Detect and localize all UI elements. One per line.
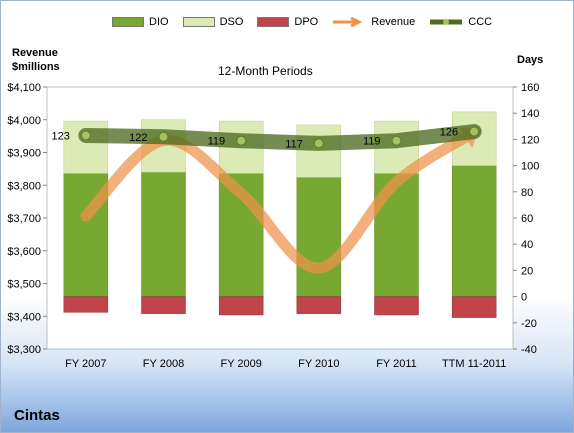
left-axis-tick-label: $3,700 xyxy=(7,213,41,225)
ccc-point xyxy=(391,135,402,146)
ccc-point xyxy=(236,135,247,146)
x-axis-tick-label: TTM 11-2011 xyxy=(442,358,506,370)
right-axis-tick-label: 80 xyxy=(521,187,533,199)
legend: DIO DSO DPO Revenue CCC xyxy=(112,16,492,28)
x-axis-tick-label: FY 2009 xyxy=(220,358,261,370)
left-axis-tick-label: $3,900 xyxy=(7,148,41,160)
bar-dpo xyxy=(218,296,264,316)
x-axis-tick-label: FY 2008 xyxy=(143,358,184,370)
left-axis-tick-label: $3,800 xyxy=(7,180,41,192)
legend-item-dso: DSO xyxy=(182,16,244,28)
bar-dpo xyxy=(296,296,342,314)
right-axis-tick-label: 40 xyxy=(521,239,533,251)
legend-swatch-revenue xyxy=(333,17,363,27)
right-axis-tick-label: 140 xyxy=(521,108,539,120)
legend-item-ccc: CCC xyxy=(429,16,492,28)
x-axis-tick-label: FY 2010 xyxy=(298,358,339,370)
bar-dio xyxy=(451,165,497,297)
x-axis-tick-label: FY 2011 xyxy=(376,358,417,370)
ccc-data-label: 126 xyxy=(440,127,458,139)
bar-dso xyxy=(296,124,342,178)
right-axis-tick-label: -40 xyxy=(521,344,537,356)
legend-label-revenue: Revenue xyxy=(371,16,416,28)
legend-label-dpo: DPO xyxy=(294,16,319,28)
legend-swatch-dio xyxy=(112,17,144,27)
legend-label-dio: DIO xyxy=(149,16,169,28)
left-axis-tick-label: $3,600 xyxy=(7,246,41,258)
left-axis-tick-label: $3,500 xyxy=(7,279,41,291)
right-axis-tick-label: 20 xyxy=(521,265,533,277)
bar-dpo xyxy=(451,296,497,318)
legend-swatch-ccc xyxy=(430,19,463,25)
legend-item-dpo: DPO xyxy=(257,16,318,28)
ccc-point xyxy=(158,131,169,142)
legend-item-revenue: Revenue xyxy=(332,16,415,28)
left-axis-tick-label: $4,100 xyxy=(7,82,41,94)
bar-dio xyxy=(141,171,186,297)
legend-swatch-dso xyxy=(182,17,215,27)
bar-dpo xyxy=(141,296,186,314)
right-axis-tick-label: 0 xyxy=(521,292,527,304)
ccc-data-label: 117 xyxy=(285,138,303,150)
legend-label-ccc: CCC xyxy=(468,16,493,28)
right-axis-tick-label: -20 xyxy=(521,318,537,330)
bar-dio xyxy=(296,177,342,297)
ccc-data-label: 119 xyxy=(363,136,381,148)
x-axis-tick-label: FY 2007 xyxy=(65,358,106,370)
bar-dpo xyxy=(374,296,419,316)
ccc-line xyxy=(78,124,482,151)
ccc-point xyxy=(80,130,91,141)
left-axis-tick-label: $3,300 xyxy=(7,344,41,356)
ccc-data-label: 122 xyxy=(129,132,147,144)
right-axis-label: Days xyxy=(517,54,544,66)
right-axis-tick-label: 100 xyxy=(521,161,539,173)
legend-label-dso: DSO xyxy=(219,16,244,28)
company-name: Cintas xyxy=(14,407,60,424)
legend-swatch-dpo xyxy=(257,17,290,27)
left-axis-tick-label: $4,000 xyxy=(7,115,41,127)
right-axis-tick-label: 60 xyxy=(521,213,533,225)
legend-item-dio: DIO xyxy=(112,16,169,28)
bar-dpo xyxy=(63,296,109,313)
right-axis-tick-label: 120 xyxy=(521,134,539,146)
chart-title: 12-Month Periods xyxy=(218,64,313,78)
right-axis-tick-label: 160 xyxy=(521,82,539,94)
left-axis-tick-label: $3,400 xyxy=(7,311,41,323)
ccc-point xyxy=(313,138,324,149)
ccc-data-label: 119 xyxy=(208,136,226,148)
ccc-point xyxy=(469,126,480,137)
ccc-data-label: 123 xyxy=(51,130,69,142)
left-axis-label: Revenue $millions xyxy=(12,47,60,73)
